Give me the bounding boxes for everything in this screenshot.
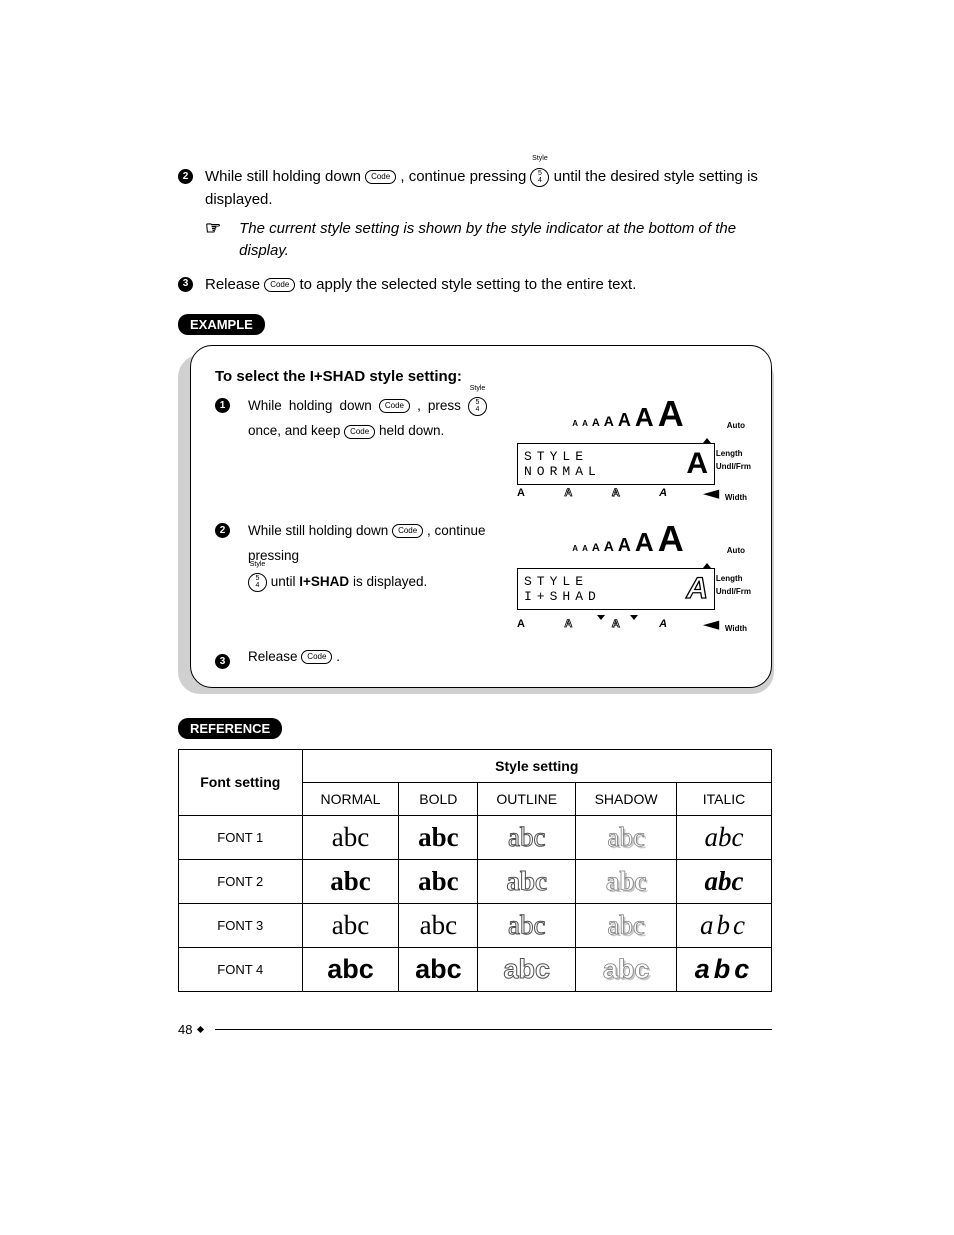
example-box-wrap: To select the I+SHAD style setting: 1 Wh… <box>178 345 772 688</box>
lcd-bottom-row: A A A A ◀ <box>517 487 715 500</box>
note-pointer-icon: ☞ <box>205 218 221 239</box>
row-label: FONT 1 <box>179 815 303 859</box>
step-number-2: 2 <box>178 169 193 184</box>
key-style-label: Style <box>532 154 548 165</box>
lcd-line-1: STYLE <box>524 449 678 464</box>
ex-step-num-2: 2 <box>215 523 230 538</box>
sample-text: abc <box>603 954 650 984</box>
table-header-row: Font setting Style setting <box>179 749 772 782</box>
step2-text-a: While still holding down <box>205 168 365 185</box>
lcd-auto-label: Auto <box>727 546 745 555</box>
sample-text: abc <box>606 866 647 896</box>
example-row-1: 1 While holding down Code , press Style … <box>215 393 749 500</box>
page: 2 While still holding down Code , contin… <box>0 0 954 1077</box>
sample-text: abc <box>508 822 545 852</box>
sample-text: abc <box>332 822 369 852</box>
lcd-big-a: A <box>686 449 708 479</box>
example-heading: EXAMPLE <box>178 314 265 335</box>
key-54-icon: 5 4 <box>468 397 487 416</box>
th-italic: ITALIC <box>677 782 772 815</box>
style-reference-table: Font setting Style setting NORMAL BOLD O… <box>178 749 772 992</box>
lcd-width-label: Width <box>725 624 747 633</box>
triangle-down-icon <box>630 612 638 618</box>
key-54-icon: 5 4 <box>530 168 549 187</box>
page-footer: 48 <box>178 1022 772 1037</box>
lcd-line-1: STYLE <box>524 574 678 589</box>
code-key-icon: Code <box>392 524 423 538</box>
code-key-icon: Code <box>344 425 375 439</box>
footer-bullet-icon <box>197 1026 204 1033</box>
step-3-body: Release Code to apply the selected style… <box>205 273 772 296</box>
sample-text: abc <box>508 910 545 940</box>
sample-text: abc <box>327 954 374 984</box>
sample-text: abc <box>700 910 748 940</box>
step-2-body: While still holding down Code , continue… <box>205 165 772 212</box>
sample-text: abc <box>705 866 744 896</box>
th-normal: NORMAL <box>302 782 399 815</box>
lcd-size-row: A A A A A A A <box>507 518 749 560</box>
ex-step-2: 2 While still holding down Code , contin… <box>215 518 487 631</box>
table-row: FONT 3 abc abc abc abc abc <box>179 903 772 947</box>
sample-text: abc <box>607 910 644 940</box>
th-shadow: SHADOW <box>576 782 677 815</box>
th-font-setting: Font setting <box>179 749 303 815</box>
sample-text: abc <box>705 822 744 852</box>
sample-text: abc <box>418 866 459 896</box>
lcd-display-1: A A A A A A A Auto STYLE <box>507 393 749 500</box>
note-row: ☞ The current style setting is shown by … <box>178 218 772 263</box>
table-row: FONT 2 abc abc abc abc abc <box>179 859 772 903</box>
table-row: FONT 4 abc abc abc abc abc <box>179 947 772 991</box>
lcd-line-2: I+SHAD <box>524 589 678 604</box>
th-bold: BOLD <box>399 782 478 815</box>
key-54-icon: 5 4 <box>248 573 267 592</box>
lcd-screen: STYLE NORMAL A <box>517 443 715 485</box>
lcd-bottom-row: A A A A ◀ <box>517 618 715 631</box>
step2-text-b: , continue pressing <box>400 168 530 185</box>
step3-text-b: to apply the selected style setting to t… <box>300 276 637 293</box>
lcd-size-row: A A A A A A A <box>507 393 749 435</box>
sample-text: abc <box>607 822 644 852</box>
reference-heading: REFERENCE <box>178 718 282 739</box>
sample-text: abc <box>332 910 369 940</box>
th-outline: OUTLINE <box>478 782 576 815</box>
lcd-auto-label: Auto <box>727 421 745 430</box>
th-style-setting: Style setting <box>302 749 771 782</box>
triangle-down-icon <box>597 612 605 618</box>
row-label: FONT 3 <box>179 903 303 947</box>
sample-text: abc <box>507 866 548 896</box>
page-number: 48 <box>178 1022 192 1037</box>
lcd-line-2: NORMAL <box>524 464 678 479</box>
ex-step-1: 1 While holding down Code , press Style … <box>215 393 487 500</box>
ex-step-num-1: 1 <box>215 398 230 413</box>
sample-text: abc <box>695 954 754 984</box>
step-3: 3 Release Code to apply the selected sty… <box>178 273 772 296</box>
footer-rule <box>215 1029 772 1031</box>
code-key-icon: Code <box>379 399 410 413</box>
code-key-icon: Code <box>301 650 332 664</box>
sample-text: abc <box>415 954 462 984</box>
ex-step-3: 3 Release Code . <box>215 649 749 669</box>
example-row-2: 2 While still holding down Code , contin… <box>215 518 749 631</box>
code-key-icon: Code <box>365 170 396 184</box>
row-label: FONT 4 <box>179 947 303 991</box>
sample-text: abc <box>418 822 459 852</box>
lcd-width-label: Width <box>725 493 747 502</box>
code-key-icon: Code <box>264 278 295 292</box>
sample-text: abc <box>503 954 550 984</box>
lcd-screen: STYLE I+SHAD A <box>517 568 715 610</box>
step3-text-a: Release <box>205 276 264 293</box>
example-box: To select the I+SHAD style setting: 1 Wh… <box>190 345 772 688</box>
sample-text: abc <box>330 866 371 896</box>
note-text: The current style setting is shown by th… <box>239 218 772 263</box>
table-row: FONT 1 abc abc abc abc abc <box>179 815 772 859</box>
row-label: FONT 2 <box>179 859 303 903</box>
lcd-display-2: A A A A A A A Auto STYLE <box>507 518 749 631</box>
step-number-3: 3 <box>178 277 193 292</box>
lcd-big-a-outline: A <box>686 574 708 604</box>
ex-step-num-3: 3 <box>215 654 230 669</box>
sample-text: abc <box>420 910 457 940</box>
step-2: 2 While still holding down Code , contin… <box>178 165 772 212</box>
